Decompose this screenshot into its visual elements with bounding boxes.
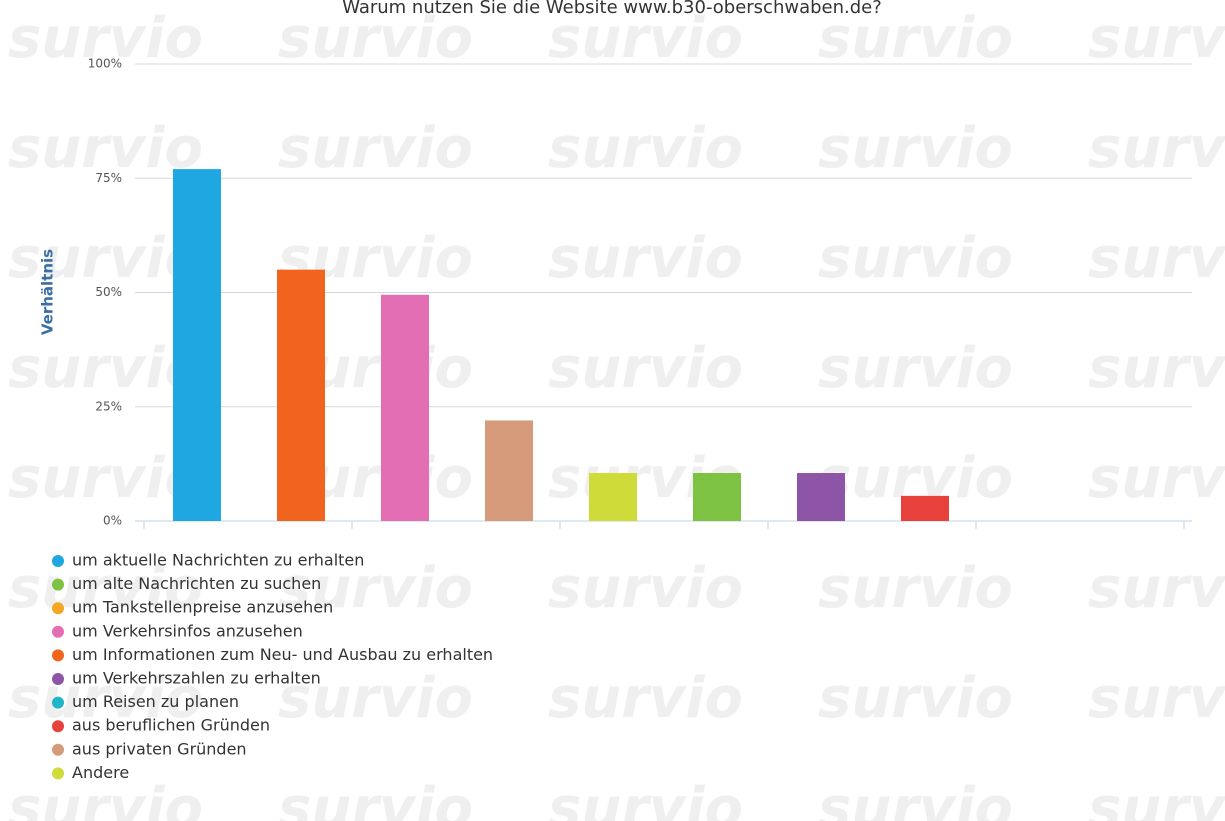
watermark: survio	[818, 556, 1013, 621]
legend-label: aus beruflichen Gründen	[72, 716, 270, 735]
watermark: survio	[278, 6, 473, 71]
watermark: survio	[818, 666, 1013, 731]
legend-label: um Verkehrszahlen zu erhalten	[72, 669, 321, 688]
watermark: survio	[818, 336, 1013, 401]
legend-marker	[52, 625, 64, 638]
watermark: survio	[8, 666, 203, 731]
legend-marker	[52, 720, 64, 733]
watermark: survio	[1088, 776, 1225, 821]
legend-label: um Reisen zu planen	[72, 692, 239, 711]
chart-title: Warum nutzen Sie die Website www.b30-obe…	[342, 0, 882, 18]
bar	[589, 473, 637, 521]
legend-marker	[52, 578, 64, 591]
watermark: survio	[818, 776, 1013, 821]
legend-marker	[52, 767, 64, 780]
watermark: survio	[1088, 556, 1225, 621]
bar	[901, 495, 949, 521]
legend-marker	[52, 743, 64, 756]
watermark: survio	[548, 226, 743, 291]
watermark: survio	[8, 116, 203, 181]
y-tick-label: 50%	[95, 285, 122, 299]
watermark: survio	[548, 116, 743, 181]
legend-label: um alte Nachrichten zu suchen	[72, 574, 321, 593]
legend-marker	[52, 602, 64, 615]
watermark: survio	[818, 226, 1013, 291]
watermark: survio	[548, 336, 743, 401]
watermark: survio	[8, 446, 203, 511]
watermark: survio	[1088, 116, 1225, 181]
watermark: survio	[1088, 6, 1225, 71]
bar	[277, 269, 325, 521]
legend-marker	[52, 673, 64, 685]
watermark: survio	[818, 116, 1013, 181]
watermark: survio	[8, 336, 203, 401]
legend-label: um Verkehrsinfos anzusehen	[72, 621, 303, 640]
legend-marker	[52, 696, 64, 709]
legend-label: aus privaten Gründen	[72, 739, 247, 758]
watermark: survio	[278, 116, 473, 181]
y-tick-label: 100%	[88, 57, 122, 71]
watermark: survio	[8, 6, 203, 71]
legend-marker	[52, 555, 64, 567]
watermark: survio	[1088, 666, 1225, 731]
legend-marker	[52, 649, 64, 662]
watermark: survio	[1088, 446, 1225, 511]
legend-label: um aktuelle Nachrichten zu erhalten	[72, 551, 364, 570]
legend-label: um Informationen zum Neu- und Ausbau zu …	[72, 645, 493, 664]
bar	[173, 169, 221, 522]
bar	[797, 473, 845, 521]
watermark: survio	[548, 556, 743, 621]
watermark: survio	[8, 556, 203, 621]
y-tick-label: 25%	[95, 399, 122, 413]
bar	[485, 420, 533, 521]
watermark: survio	[548, 776, 743, 821]
watermark: survio	[818, 6, 1013, 71]
watermark: survio	[1088, 336, 1225, 401]
watermark: survio	[8, 226, 203, 291]
bar	[693, 473, 741, 521]
watermark: survio	[548, 6, 743, 71]
watermark: survio	[278, 666, 473, 731]
y-tick-label: 0%	[103, 514, 122, 528]
watermark: survio	[1088, 226, 1225, 291]
y-tick-label: 75%	[95, 171, 122, 185]
watermark: survio	[278, 556, 473, 621]
bar	[381, 294, 429, 521]
legend-label: um Tankstellenpreise anzusehen	[72, 598, 333, 617]
watermark: survio	[548, 666, 743, 731]
watermark: survio	[278, 776, 473, 821]
watermark: survio	[8, 776, 203, 821]
y-axis-label: Verhältnis	[39, 249, 57, 335]
legend-label: Andere	[72, 763, 129, 782]
